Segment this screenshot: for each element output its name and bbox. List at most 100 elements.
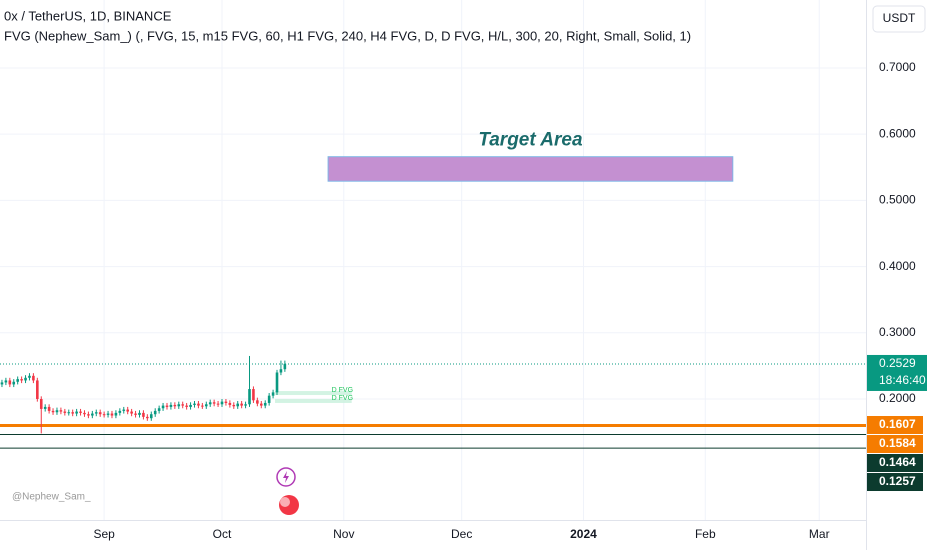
candle-body <box>138 412 141 415</box>
level-label-bg <box>867 416 923 435</box>
candle-body <box>79 411 82 413</box>
candle-body <box>275 372 279 393</box>
level-label: 0.1464 <box>879 455 916 469</box>
candle-body <box>228 402 232 405</box>
candle-body <box>153 410 157 415</box>
candle-body <box>32 375 35 381</box>
candle-body <box>110 413 114 416</box>
candle-body <box>98 412 102 415</box>
candle-body <box>91 413 94 416</box>
candle-body <box>157 408 161 411</box>
fvg-label: D FVG <box>332 395 353 402</box>
candle-body <box>8 380 12 385</box>
candle-body <box>216 403 220 405</box>
level-label-bg <box>867 454 923 473</box>
candle-body <box>208 402 212 405</box>
candle-body <box>165 405 169 407</box>
candle-body <box>36 380 39 399</box>
candle-body <box>232 404 236 407</box>
level-label-bg <box>867 435 923 454</box>
level-label: 0.1584 <box>879 436 916 450</box>
candle-body <box>106 413 110 415</box>
candle-body <box>102 414 106 416</box>
candle-body <box>24 377 27 381</box>
candle-body <box>161 405 165 409</box>
candle-body <box>204 404 208 407</box>
x-tick-label: Nov <box>333 527 354 541</box>
y-tick-label: 0.4000 <box>879 259 916 273</box>
candle-body <box>75 411 78 414</box>
x-tick-label: Feb <box>695 527 716 541</box>
candle-body <box>212 402 216 404</box>
candle-body <box>83 412 86 415</box>
level-label: 0.1257 <box>879 474 916 488</box>
candle-body <box>271 392 275 396</box>
candle-body <box>126 409 129 412</box>
candle-body <box>224 401 228 403</box>
candle-body <box>12 381 16 385</box>
candle-body <box>43 406 47 409</box>
candle-body <box>59 410 63 412</box>
candle-body <box>279 369 283 373</box>
fvg-zone <box>275 391 352 396</box>
candle-body <box>197 403 200 406</box>
candle-body <box>173 404 177 407</box>
candle-body <box>130 411 133 414</box>
candle-body <box>169 404 173 407</box>
y-tick-label: 0.5000 <box>879 193 916 207</box>
event-icon-bolt <box>283 471 289 483</box>
candle-body <box>51 410 55 413</box>
x-tick-label: Sep <box>93 527 115 541</box>
y-tick-label: 0.3000 <box>879 325 916 339</box>
candle-body <box>177 404 181 407</box>
candle-body <box>236 403 240 407</box>
candle-body <box>142 412 145 417</box>
level-label-bg <box>867 473 923 492</box>
last-price-label: 0.2529 <box>879 356 916 370</box>
candle-body <box>220 401 224 405</box>
target-label: Target Area <box>478 130 583 151</box>
candle-body <box>201 405 204 407</box>
candle-body <box>263 402 267 406</box>
candle-body <box>4 380 8 383</box>
x-tick-label: Mar <box>809 527 830 541</box>
y-tick-label: 0.6000 <box>879 126 916 140</box>
candle-body <box>63 411 67 413</box>
candle-body <box>267 395 271 403</box>
event-icon-flag-part <box>280 497 290 507</box>
candle-body <box>71 412 74 414</box>
chart-title: 0x / TetherUS, 1D, BINANCE <box>4 8 172 23</box>
candle-body <box>240 403 243 406</box>
x-tick-label: Oct <box>213 527 232 541</box>
candle-body <box>134 413 137 415</box>
candle-body <box>47 406 51 411</box>
candle-body <box>189 404 192 407</box>
candle-body <box>259 403 263 406</box>
candle-body <box>87 414 90 416</box>
watermark: @Nephew_Sam_ <box>12 492 91 503</box>
candle-body <box>193 403 196 405</box>
candle-body <box>67 412 71 414</box>
candle-body <box>118 410 122 413</box>
candle-body <box>39 398 43 409</box>
candle-body <box>244 404 247 406</box>
currency-button[interactable] <box>872 5 926 33</box>
candle-body <box>248 389 251 405</box>
x-tick-label: Dec <box>451 527 472 541</box>
indicator-label: FVG (Nephew_Sam_) (, FVG, 15, m15 FVG, 6… <box>4 28 691 43</box>
target-box <box>327 156 734 182</box>
candle-body <box>16 379 19 382</box>
fvg-zone <box>275 398 352 403</box>
candle-body <box>20 379 23 381</box>
candle-body <box>256 400 259 404</box>
currency[interactable]: USDT <box>883 11 916 25</box>
candle-body <box>252 389 255 401</box>
candle-body <box>0 382 4 385</box>
candle-body <box>94 412 98 414</box>
candle-body <box>114 412 118 416</box>
candle-body <box>283 363 287 370</box>
candle-body <box>185 405 188 407</box>
candle-body <box>55 410 59 413</box>
